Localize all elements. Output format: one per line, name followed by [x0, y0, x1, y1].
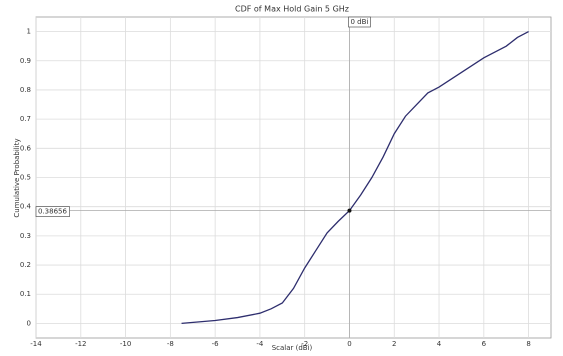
x-crosshair-label-box [348, 16, 371, 28]
y-tick-label: 0.1 [20, 290, 31, 298]
x-tick-label: -2 [301, 340, 308, 348]
y-tick-label: 0.4 [20, 203, 32, 211]
y-tick-label: 0.6 [20, 144, 32, 152]
x-tick-label: 8 [526, 340, 530, 348]
y-crosshair-label: 0.38656 [38, 208, 67, 216]
y-tick-label: 0.8 [20, 86, 31, 94]
x-tick-label: 4 [437, 340, 442, 348]
x-tick-label: -8 [167, 340, 174, 348]
x-tick-label: -4 [256, 340, 264, 348]
y-tick-label: 1 [27, 28, 31, 36]
x-crosshair-label: 0 dBi [350, 18, 368, 26]
x-tick-label: -14 [30, 340, 42, 348]
y-axis-label: Cumulative Probability [13, 138, 21, 217]
y-tick-label: 0.3 [20, 232, 31, 240]
y-tick-label: 0.7 [20, 115, 31, 123]
chart-title: CDF of Max Hold Gain 5 GHz [235, 5, 349, 14]
y-tick-label: 0 [27, 319, 31, 327]
y-tick-label: 0.5 [20, 174, 31, 182]
y-tick-label: 0.9 [20, 57, 31, 65]
y-tick-label: 0.2 [20, 261, 31, 269]
x-tick-label: -6 [212, 340, 220, 348]
cdf-line [181, 31, 529, 325]
marker-point [347, 208, 352, 213]
y-crosshair-label-box [35, 206, 70, 217]
x-tick-label: 2 [392, 340, 396, 348]
x-tick-label: 0 [347, 340, 351, 348]
x-tick-label: -12 [75, 340, 86, 348]
x-tick-label: -10 [120, 340, 131, 348]
x-axis-label: Scalar (dBi) [272, 344, 313, 352]
x-tick-label: 6 [482, 340, 487, 348]
